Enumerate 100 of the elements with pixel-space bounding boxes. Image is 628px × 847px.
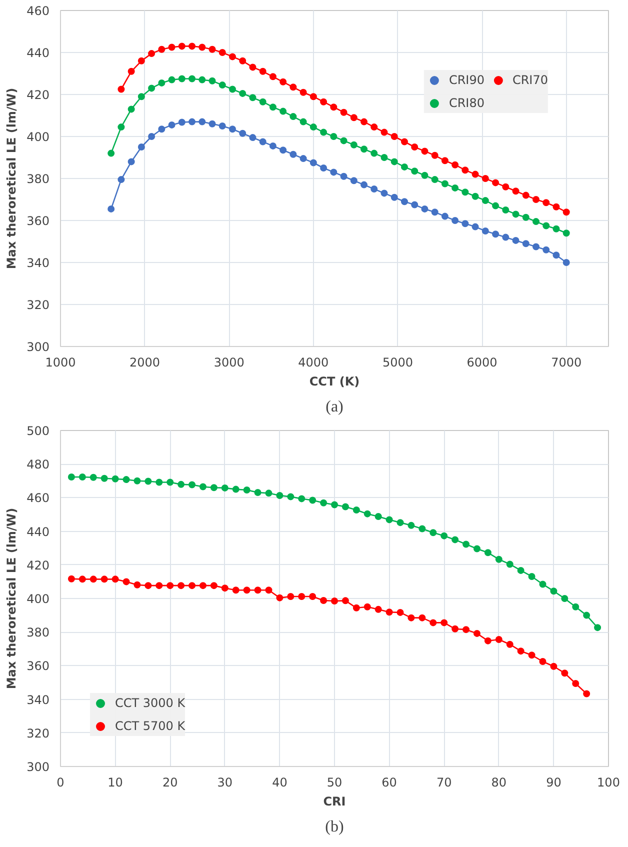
point [228,86,236,93]
point [188,75,196,82]
point [158,126,166,133]
point [330,104,338,111]
point [144,478,152,485]
point [199,582,206,590]
point [421,148,428,155]
point [134,477,141,484]
point [259,138,266,146]
point [232,586,240,594]
x-axis-title: CRI [323,794,346,808]
point [418,614,426,622]
point [561,595,568,602]
point [300,88,307,96]
point [370,124,378,131]
point [249,94,256,102]
point [188,118,196,126]
point [208,77,216,84]
point [122,476,130,484]
point [421,172,428,179]
point [298,495,306,502]
point [411,168,418,175]
point [78,474,86,481]
point [517,566,524,574]
x-tick-label: 4000 [298,356,329,370]
point [572,680,580,687]
point [100,576,108,583]
x-tick-label: 50 [326,776,342,790]
point [309,592,316,600]
point [90,576,97,583]
point [594,624,602,632]
point [400,163,408,170]
x-tick-label: 7000 [551,356,582,370]
point [108,150,115,157]
point [542,246,550,254]
point [269,73,276,80]
point [168,121,176,128]
point [452,625,459,632]
point [148,50,156,58]
point [112,475,119,482]
point [118,176,125,184]
text: (b) [325,818,344,836]
point [532,196,540,203]
point [350,141,358,148]
text: (a) [326,398,344,416]
point [360,181,368,188]
point [552,225,560,232]
point [90,474,97,481]
point [562,208,570,216]
point [239,90,246,97]
point [522,214,530,221]
point [78,576,86,583]
point [198,44,206,51]
point [386,516,393,524]
y-tick-label: 440 [26,46,50,60]
point [430,619,437,626]
point [472,170,479,178]
point [239,57,246,64]
point [208,120,216,128]
y-tick-label: 300 [26,340,50,354]
y-tick-label: 380 [26,172,50,186]
point [522,240,530,248]
point [539,658,546,665]
point [430,529,437,536]
point [522,192,530,199]
point [492,179,500,186]
point [386,608,393,616]
point [473,630,480,637]
point [472,192,479,200]
point [166,478,174,486]
y-tick-label: 400 [26,130,50,144]
point [502,206,510,214]
point [352,604,360,612]
y-tick-label: 320 [26,726,50,740]
point [396,608,404,616]
point [122,578,130,586]
point [249,64,256,71]
point [512,236,520,244]
point [269,142,276,150]
point [228,126,236,133]
point [473,545,480,552]
point [572,603,580,610]
point [364,510,371,518]
point [532,218,540,226]
y-tick-label: 320 [26,298,50,312]
point [484,549,492,556]
point [502,234,510,241]
point [118,124,125,131]
point [144,582,152,590]
point [276,594,284,602]
point [178,42,186,50]
point [528,573,536,580]
y-tick-label: 420 [26,88,50,102]
y-tick-label: 340 [26,692,50,707]
point [218,82,226,89]
point [492,202,500,210]
point [506,640,514,648]
x-tick-label: 5000 [382,356,414,370]
point [380,190,388,197]
y-tick-label: 380 [26,626,50,640]
